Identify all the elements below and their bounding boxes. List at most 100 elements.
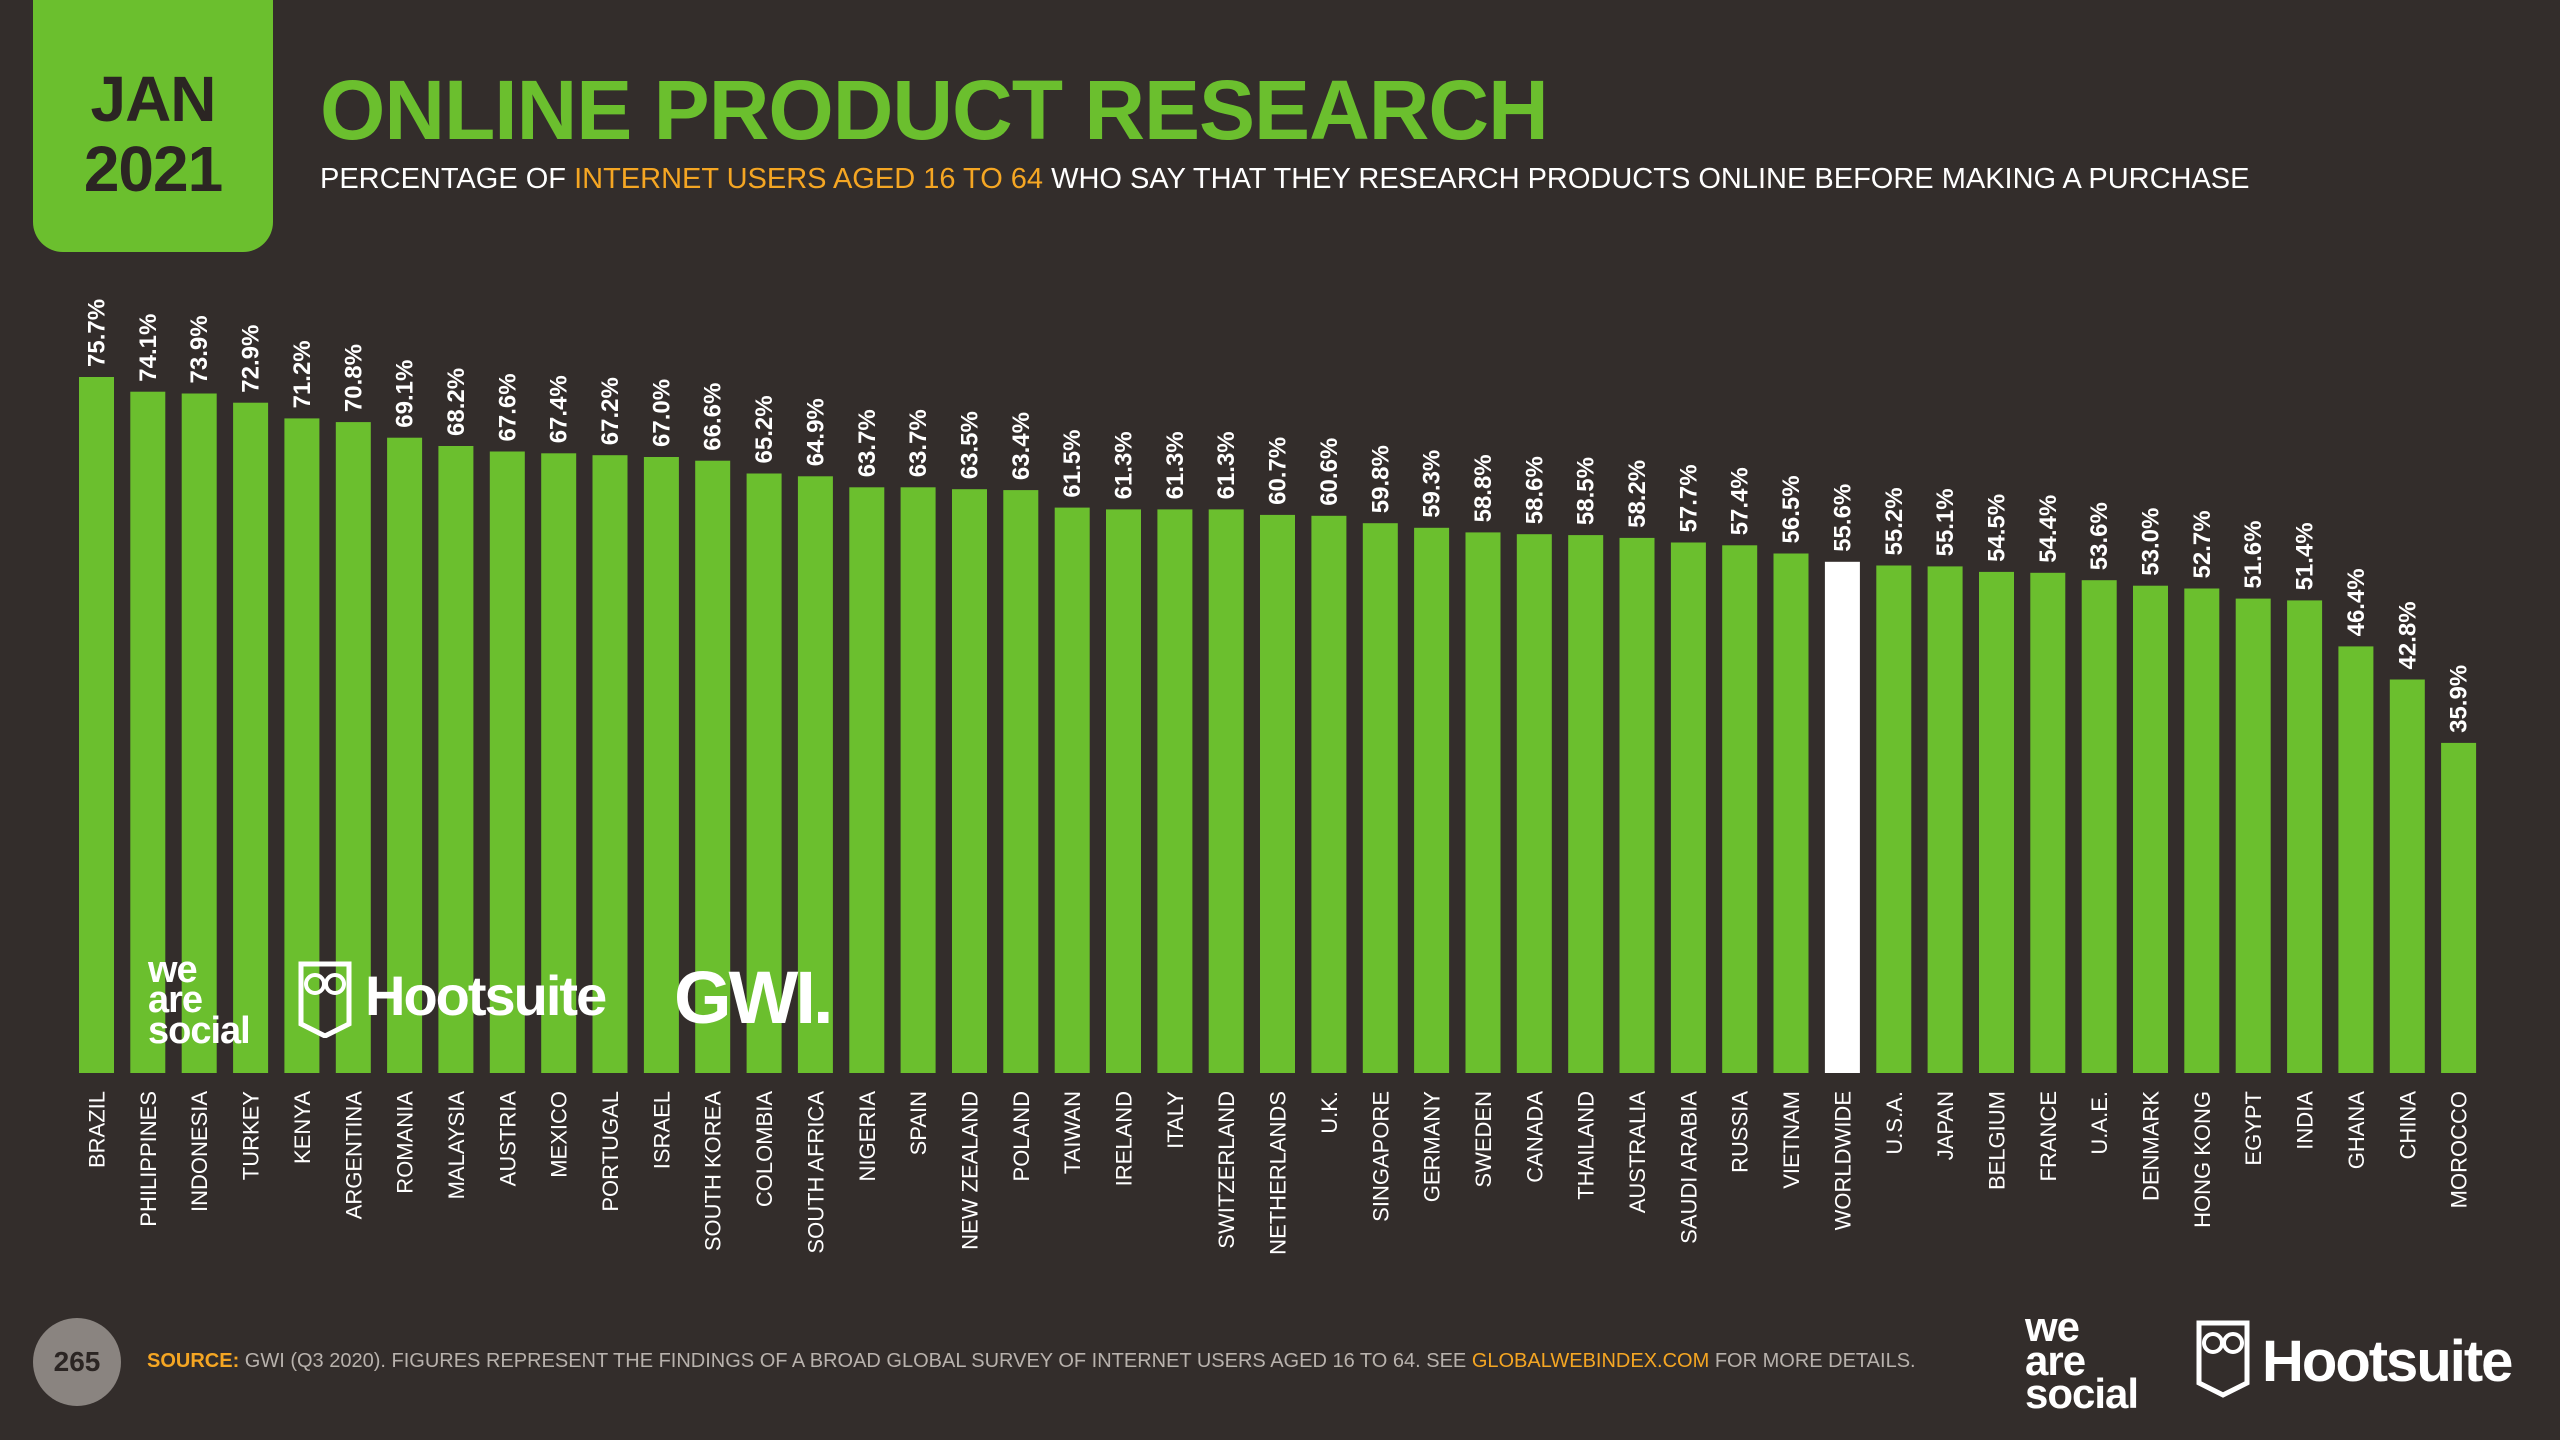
category-label: NIGERIA [855, 1091, 880, 1182]
data-label: 61.5% [1059, 430, 1086, 498]
category-label: TURKEY [239, 1091, 264, 1181]
category-label: BRAZIL [85, 1091, 110, 1168]
data-label: 55.1% [1932, 488, 1959, 556]
bar-israel [643, 457, 679, 1073]
date-badge: JAN 2021 [33, 0, 273, 252]
bar-china [2389, 679, 2425, 1073]
bar-italy [1157, 509, 1193, 1073]
data-label: 75.7% [84, 299, 111, 367]
data-label: 60.6% [1316, 438, 1343, 506]
category-label: ITALY [1163, 1091, 1188, 1149]
data-label: 69.1% [392, 360, 419, 428]
bar-australia [1619, 537, 1655, 1073]
data-label: 67.0% [648, 379, 675, 447]
category-label: AUSTRIA [495, 1091, 520, 1187]
data-label: 58.8% [1470, 454, 1497, 522]
data-label: 73.9% [186, 315, 213, 383]
category-label: INDIA [2293, 1091, 2318, 1150]
category-label: TAIWAN [1060, 1091, 1085, 1174]
category-label: SINGAPORE [1368, 1091, 1393, 1222]
category-label: ARGENTINA [341, 1091, 366, 1220]
source-tail: FOR MORE DETAILS. [1709, 1350, 1916, 1372]
bar-romania [387, 437, 423, 1073]
data-label: 58.6% [1521, 456, 1548, 524]
category-label: EGYPT [2241, 1091, 2266, 1166]
bar-singapore [1362, 523, 1398, 1073]
footer-logo-social: social [2025, 1370, 2139, 1418]
bar-spain [900, 487, 936, 1073]
bar-malaysia [438, 446, 474, 1073]
source-label: SOURCE: [147, 1350, 240, 1372]
data-label: 54.4% [2035, 495, 2062, 563]
category-label: WORLDWIDE [1830, 1091, 1855, 1230]
category-label: HONG KONG [2190, 1091, 2215, 1228]
category-label: KENYA [290, 1091, 315, 1164]
data-label: 53.0% [2138, 508, 2165, 576]
subtitle-highlight: INTERNET USERS AGED 16 TO 64 [574, 163, 1044, 195]
category-label: SAUDI ARABIA [1676, 1091, 1701, 1244]
bar-poland [1003, 490, 1039, 1074]
bar-france [2030, 572, 2066, 1073]
category-label: CHINA [2395, 1091, 2420, 1160]
bar-austria [489, 451, 525, 1073]
category-label: NETHERLANDS [1266, 1091, 1291, 1255]
data-label: 65.2% [751, 395, 778, 463]
bar-worldwide [1824, 561, 1860, 1073]
page-subtitle: PERCENTAGE OF INTERNET USERS AGED 16 TO … [320, 163, 2250, 196]
bar-u-k- [1311, 515, 1347, 1073]
data-label: 59.3% [1419, 450, 1446, 518]
footer-hootsuite-logo-text: Hootsuite [2262, 1329, 2513, 1394]
bar-ireland [1106, 509, 1141, 1073]
bar-ghana [2338, 646, 2374, 1073]
bar-brazil [79, 377, 114, 1073]
subtitle-pre: PERCENTAGE OF [320, 163, 575, 195]
data-label: 56.5% [1778, 475, 1805, 543]
hootsuite-logo-text: Hootsuite [365, 964, 607, 1027]
data-label: 63.4% [1008, 412, 1035, 480]
category-label: ROMANIA [393, 1091, 418, 1194]
category-label: U.S.A. [1882, 1091, 1907, 1155]
category-label: SWITZERLAND [1214, 1091, 1239, 1249]
source-link[interactable]: GLOBALWEBINDEX.COM [1471, 1350, 1710, 1372]
footer-logo-we: we [2025, 1303, 2080, 1350]
data-label: 59.8% [1367, 445, 1394, 513]
data-label: 55.6% [1829, 484, 1856, 552]
bar-saudi-arabia [1670, 542, 1706, 1073]
bar-canada [1516, 534, 1552, 1073]
bar-nigeria [849, 487, 885, 1073]
category-label: INDONESIA [187, 1091, 212, 1212]
footer-we-are-social-logo: we are social [2025, 1303, 2139, 1418]
source-text: GWI (Q3 2020). FIGURES REPRESENT THE FIN… [239, 1350, 1472, 1372]
bar-u-s-a- [1876, 565, 1912, 1073]
bar-mexico [541, 453, 577, 1073]
bar-u-a-e- [2081, 580, 2117, 1073]
bar-russia [1722, 545, 1758, 1073]
bar-denmark [2133, 585, 2168, 1073]
data-label: 46.4% [2343, 568, 2370, 636]
data-label: 52.7% [2189, 510, 2216, 578]
category-label: RUSSIA [1728, 1091, 1753, 1173]
data-label: 67.6% [494, 373, 521, 441]
bar-vietnam [1773, 553, 1809, 1073]
subtitle-post: WHO SAY THAT THEY RESEARCH PRODUCTS ONLI… [1043, 163, 2250, 195]
category-label: BELGIUM [1985, 1091, 2010, 1190]
bar-south-africa [797, 476, 833, 1073]
data-label: 63.7% [905, 409, 932, 477]
page-title: ONLINE PRODUCT RESEARCH [320, 63, 1549, 157]
category-label: MEXICO [547, 1091, 572, 1178]
data-label: 42.8% [2394, 601, 2421, 669]
logo-we: we [148, 949, 198, 991]
data-label: 51.4% [2292, 522, 2319, 590]
data-label: 60.7% [1265, 437, 1292, 505]
bar-south-korea [695, 460, 731, 1073]
bar-turkey [233, 402, 269, 1073]
badge-month: JAN [90, 63, 216, 135]
data-label: 57.7% [1675, 464, 1702, 532]
logo-social: social [148, 1009, 251, 1052]
category-label: SPAIN [906, 1091, 931, 1155]
page-number: 265 [33, 1318, 121, 1406]
category-label: FRANCE [2036, 1091, 2061, 1181]
data-label: 63.5% [957, 411, 984, 479]
category-label: NEW ZEALAND [958, 1091, 983, 1250]
